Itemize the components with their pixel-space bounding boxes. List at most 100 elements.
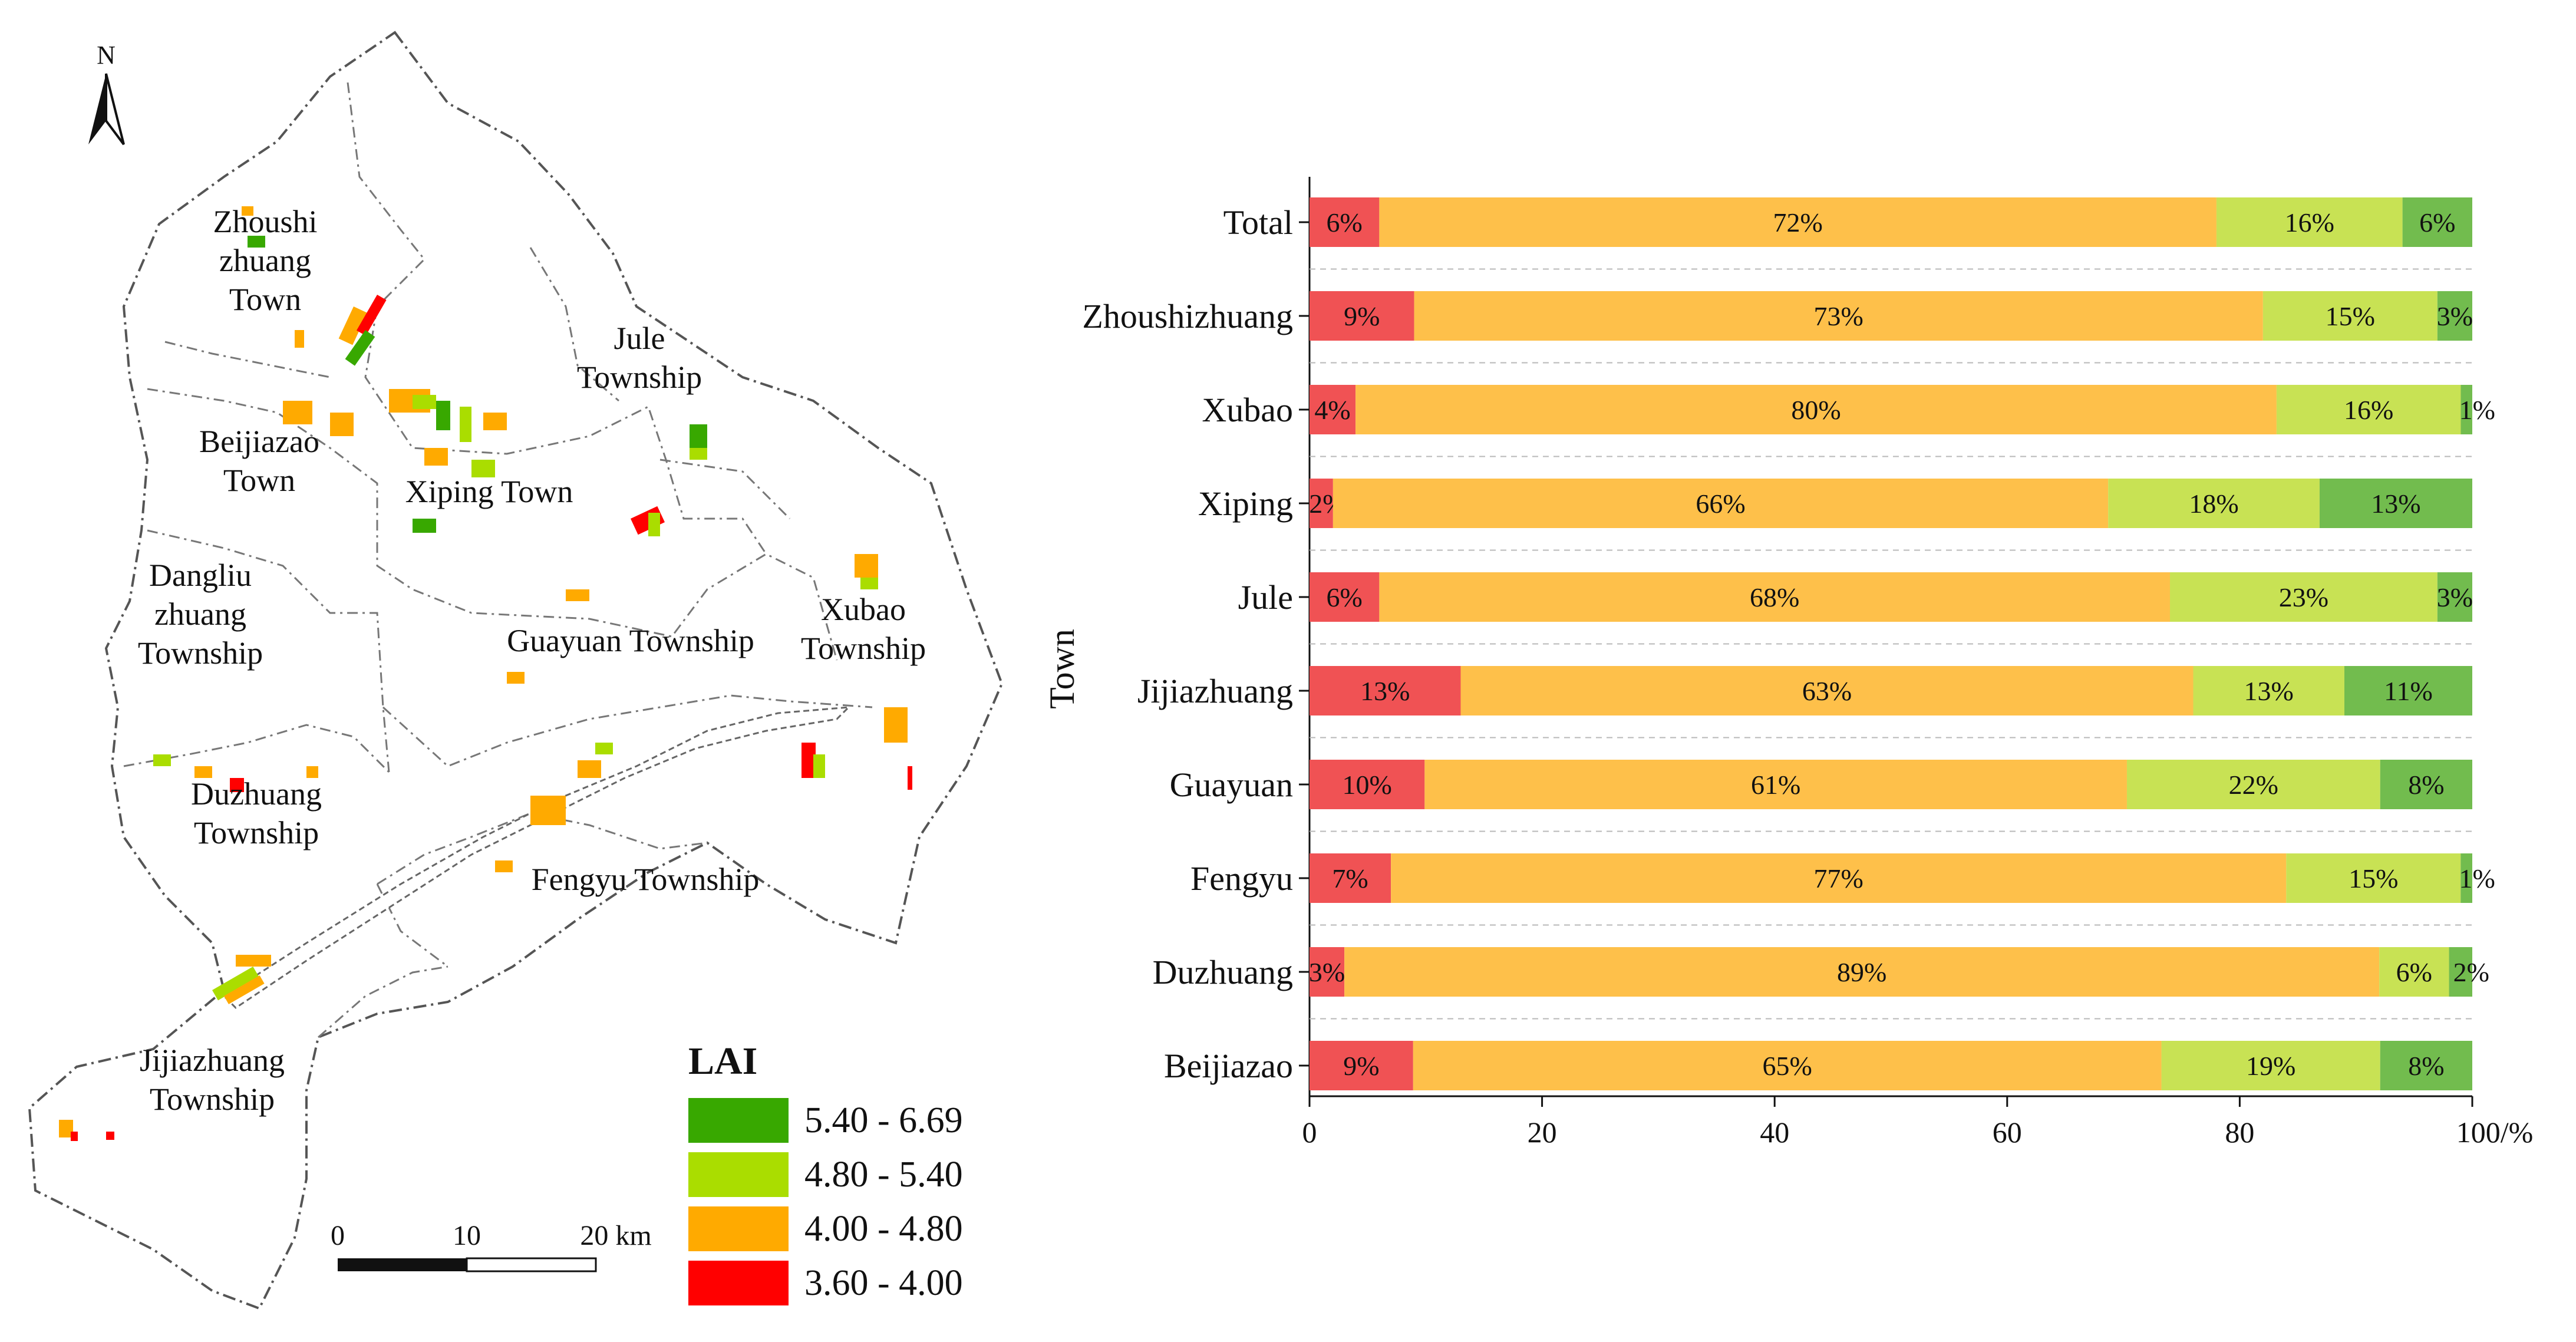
bar-beijiazao-series-3	[2380, 1041, 2472, 1090]
scale-bar: 0 10 20 km	[331, 1220, 652, 1272]
bar-label-xiping-series-2: 18%	[2189, 489, 2238, 519]
town-label-dangliu-line2: zhuang	[154, 596, 246, 632]
bar-jule-series-0	[1310, 572, 1380, 622]
bar-label-beijiazao-series-0: 9%	[1343, 1051, 1379, 1081]
y-tick-label-1: Zhoushizhuang	[1082, 297, 1293, 335]
y-tick-label-6: Guayuan	[1170, 766, 1293, 804]
bar-label-xubao-series-1: 80%	[1791, 395, 1841, 425]
town-label-dangliu-line3: Township	[138, 635, 263, 671]
town-label-jijiazhuang-line1: Jijiazhuang	[140, 1043, 285, 1078]
x-tick-label-5: 100/%	[2456, 1116, 2534, 1149]
bar-jijiazhuang-series-3	[2344, 666, 2472, 715]
bar-guayuan-series-0	[1310, 760, 1425, 809]
legend-label-0: 5.40 - 6.69	[804, 1100, 963, 1140]
bar-label-jule-series-0: 6%	[1327, 582, 1363, 612]
bar-label-fengyu-series-0: 7%	[1332, 863, 1368, 893]
bar-jule-series-3	[2437, 572, 2472, 622]
bar-label-duzhuang-series-2: 6%	[2396, 957, 2432, 987]
river-band	[222, 706, 851, 1009]
bar-label-xubao-series-2: 16%	[2344, 395, 2393, 425]
bar-jijiazhuang-series-2	[2193, 666, 2344, 715]
bar-zhoushizhuang-series-1	[1414, 291, 2263, 341]
bar-label-jijiazhuang-series-2: 13%	[2244, 676, 2294, 706]
legend-swatch-3	[688, 1261, 789, 1305]
town-label-dangliu-line1: Dangliu	[149, 558, 252, 593]
bar-label-xiping-series-3: 13%	[2371, 489, 2420, 519]
bar-total-series-1	[1379, 197, 2217, 247]
bar-beijiazao-series-0	[1310, 1041, 1413, 1090]
bar-duzhuang-series-1	[1344, 947, 2380, 997]
town-label-beijiazao-line2: Town	[223, 463, 295, 498]
bar-xiping-series-2	[2108, 479, 2320, 528]
bar-label-beijiazao-series-1: 65%	[1763, 1051, 1812, 1081]
bar-xiping-series-3	[2319, 479, 2472, 528]
map-panel: Zhoushi zhuang Town Jule Township Beijiazao To…	[28, 31, 1004, 1310]
y-tick-label-7: Fengyu	[1190, 859, 1293, 898]
town-label-duzhuang-line2: Township	[194, 815, 319, 850]
bar-label-jule-series-2: 23%	[2279, 582, 2328, 612]
north-arrow-icon	[88, 73, 125, 146]
bar-label-beijiazao-series-2: 19%	[2246, 1051, 2295, 1081]
bar-zhoushizhuang-series-2	[2262, 291, 2438, 341]
bar-fengyu-series-2	[2286, 853, 2461, 903]
bar-label-zhoushizhuang-series-3: 3%	[2437, 301, 2473, 331]
bar-duzhuang-series-3	[2449, 947, 2472, 997]
bar-label-total-series-0: 6%	[1327, 207, 1363, 238]
bar-xubao-series-1	[1355, 385, 2277, 434]
bar-duzhuang-series-0	[1310, 947, 1345, 997]
bar-jule-series-1	[1379, 572, 2171, 622]
north-arrow: N	[88, 41, 125, 146]
bar-label-duzhuang-series-0: 3%	[1309, 957, 1345, 987]
bar-zhoushizhuang-series-0	[1310, 291, 1414, 341]
town-label-xiping-line1: Xiping Town	[405, 474, 573, 509]
bar-label-total-series-2: 16%	[2285, 207, 2334, 238]
y-tick-label-4: Jule	[1238, 578, 1293, 616]
legend-swatch-2	[688, 1206, 789, 1251]
town-label-jule-line1: Jule	[614, 321, 665, 356]
bar-label-zhoushizhuang-series-1: 73%	[1814, 301, 1863, 331]
bar-fengyu-series-3	[2460, 853, 2472, 903]
bar-beijiazao-series-2	[2161, 1041, 2380, 1090]
legend-swatch-0	[688, 1098, 789, 1143]
legend-swatch-1	[688, 1152, 789, 1197]
bar-xubao-series-3	[2460, 385, 2472, 434]
y-tick-label-9: Beijiazao	[1164, 1047, 1293, 1085]
bar-label-fengyu-series-2: 15%	[2349, 863, 2398, 893]
bar-label-total-series-1: 72%	[1773, 207, 1822, 238]
y-tick-label-3: Xiping	[1198, 484, 1293, 523]
bar-label-xubao-series-3: 1%	[2459, 395, 2495, 425]
legend-label-2: 4.00 - 4.80	[804, 1209, 963, 1249]
town-label-jule-line2: Township	[577, 360, 702, 395]
bar-label-jijiazhuang-series-0: 13%	[1360, 676, 1410, 706]
north-label: N	[97, 41, 116, 70]
bar-jule-series-2	[2170, 572, 2438, 622]
scale-label-20: 20 km	[580, 1220, 651, 1251]
bar-total-series-0	[1310, 197, 1380, 247]
bar-label-jule-series-3: 3%	[2437, 582, 2473, 612]
bar-guayuan-series-3	[2380, 760, 2472, 809]
town-label-fengyu-line1: Fengyu Township	[532, 862, 760, 897]
bar-jijiazhuang-series-1	[1460, 666, 2194, 715]
town-label-xubao-line2: Township	[801, 631, 926, 666]
y-tick-label-2: Xubao	[1202, 391, 1293, 429]
x-tick-label-4: 80	[2225, 1116, 2254, 1149]
town-label-beijiazao-line1: Beijiazao	[199, 424, 319, 459]
y-tick-label-5: Jijiazhuang	[1137, 672, 1293, 710]
county-boundary	[28, 31, 1004, 1310]
town-label-xubao-line1: Xubao	[821, 592, 906, 627]
town-label-guayuan-line1: Guayuan Township	[507, 623, 754, 658]
y-tick-label-0: Total	[1223, 203, 1293, 242]
bar-total-series-2	[2216, 197, 2403, 247]
y-axis-title: Town	[1043, 629, 1081, 709]
y-tick-label-8: Duzhuang	[1153, 953, 1293, 991]
bar-label-xubao-series-0: 4%	[1314, 395, 1350, 425]
bar-label-zhoushizhuang-series-2: 15%	[2326, 301, 2375, 331]
bar-label-duzhuang-series-3: 2%	[2453, 957, 2489, 987]
town-label-duzhuang-line1: Duzhuang	[191, 776, 322, 812]
bar-label-zhoushizhuang-series-0: 9%	[1344, 301, 1380, 331]
bar-duzhuang-series-2	[2379, 947, 2449, 997]
legend-label-1: 4.80 - 5.40	[804, 1155, 963, 1195]
bar-label-jijiazhuang-series-3: 11%	[2384, 676, 2433, 706]
bar-guayuan-series-2	[2126, 760, 2380, 809]
